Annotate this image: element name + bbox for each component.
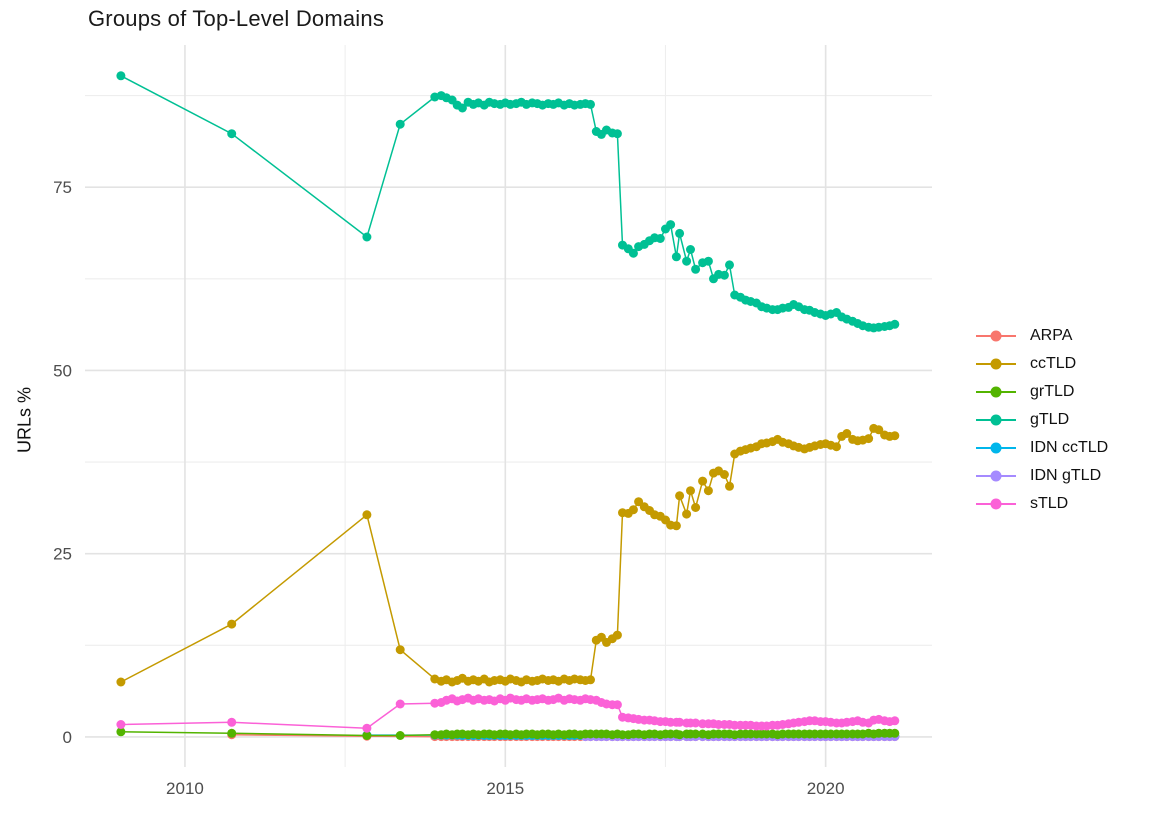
data-point bbox=[691, 718, 701, 728]
legend-key-icon bbox=[976, 386, 1016, 398]
data-point bbox=[874, 425, 884, 435]
data-point bbox=[725, 481, 734, 491]
data-point bbox=[666, 220, 676, 230]
data-point bbox=[227, 728, 237, 738]
legend-key-icon bbox=[976, 330, 1016, 342]
data-point bbox=[832, 442, 841, 452]
data-point bbox=[116, 71, 126, 81]
data-point bbox=[864, 434, 874, 444]
data-point bbox=[395, 645, 405, 655]
data-point bbox=[682, 256, 692, 266]
series-line bbox=[120, 427, 895, 683]
legend: ARPA ccTLD grTLD gTLD IDN ccTLD IDN gTLD sTLD bbox=[976, 322, 1108, 518]
data-point bbox=[430, 730, 440, 740]
series-sTLD bbox=[116, 693, 900, 733]
data-point bbox=[116, 727, 126, 737]
data-point bbox=[675, 717, 685, 727]
data-point bbox=[227, 717, 237, 727]
data-point bbox=[628, 505, 638, 515]
y-tick-label: 0 bbox=[63, 728, 72, 747]
legend-item-grTLD: grTLD bbox=[976, 378, 1108, 406]
data-point bbox=[675, 228, 685, 238]
data-point bbox=[890, 728, 900, 738]
data-point bbox=[675, 730, 685, 740]
data-point bbox=[362, 510, 372, 520]
data-point bbox=[227, 129, 237, 139]
data-point bbox=[457, 103, 467, 113]
data-point bbox=[586, 99, 595, 109]
x-tick-label: 2020 bbox=[807, 779, 845, 798]
legend-key-icon bbox=[976, 470, 1016, 482]
legend-label: sTLD bbox=[1030, 495, 1069, 512]
data-point bbox=[691, 503, 701, 512]
data-point bbox=[395, 731, 405, 740]
series-line bbox=[120, 75, 895, 329]
legend-key-icon bbox=[976, 498, 1016, 510]
data-point bbox=[691, 264, 701, 274]
legend-item-ccTLD: ccTLD bbox=[976, 350, 1108, 378]
legend-label: gTLD bbox=[1030, 411, 1070, 428]
legend-label: ccTLD bbox=[1030, 355, 1077, 372]
data-point bbox=[362, 232, 372, 242]
data-point bbox=[890, 319, 900, 329]
legend-item-IDN-ccTLD: IDN ccTLD bbox=[976, 434, 1108, 462]
legend-label: IDN gTLD bbox=[1030, 467, 1102, 484]
data-point bbox=[612, 129, 622, 139]
data-point bbox=[703, 256, 713, 266]
y-tick-label: 25 bbox=[53, 545, 72, 564]
legend-key-icon bbox=[976, 414, 1016, 426]
y-tick-label: 75 bbox=[53, 178, 72, 197]
legend-key-icon bbox=[976, 442, 1016, 454]
series-ccTLD bbox=[116, 423, 900, 687]
data-point bbox=[362, 723, 372, 733]
data-point bbox=[686, 486, 695, 496]
data-point bbox=[362, 731, 372, 740]
data-point bbox=[698, 476, 708, 486]
x-tick-label: 2010 bbox=[166, 779, 204, 798]
legend-key-icon bbox=[976, 358, 1016, 370]
data-point bbox=[612, 630, 622, 640]
y-tick-label: 50 bbox=[53, 361, 72, 380]
data-point bbox=[691, 729, 701, 739]
x-tick-label: 2015 bbox=[486, 779, 524, 798]
data-point bbox=[725, 260, 734, 270]
data-point bbox=[227, 619, 237, 629]
data-point bbox=[890, 431, 900, 441]
legend-item-ARPA: ARPA bbox=[976, 322, 1108, 350]
data-point bbox=[719, 470, 729, 479]
data-point bbox=[655, 234, 665, 243]
data-point bbox=[116, 720, 126, 729]
legend-item-IDN-gTLD: IDN gTLD bbox=[976, 462, 1108, 490]
series-grTLD bbox=[116, 727, 900, 740]
legend-label: grTLD bbox=[1030, 383, 1075, 400]
data-point bbox=[586, 675, 595, 685]
data-point bbox=[682, 509, 692, 519]
legend-item-gTLD: gTLD bbox=[976, 406, 1108, 434]
data-point bbox=[612, 700, 622, 710]
data-point bbox=[675, 491, 685, 501]
legend-label: ARPA bbox=[1030, 327, 1073, 344]
data-point bbox=[703, 486, 713, 496]
data-point bbox=[686, 245, 695, 254]
data-point bbox=[671, 521, 681, 531]
data-point bbox=[719, 270, 729, 280]
legend-label: IDN ccTLD bbox=[1030, 439, 1109, 456]
series-gTLD bbox=[116, 71, 900, 333]
chart-title: Groups of Top-Level Domains bbox=[88, 6, 385, 31]
legend-item-sTLD: sTLD bbox=[976, 490, 1108, 518]
data-point bbox=[671, 252, 681, 262]
data-point bbox=[116, 677, 126, 687]
data-point bbox=[395, 699, 405, 709]
data-point bbox=[890, 716, 900, 726]
data-point bbox=[395, 119, 405, 129]
data-point bbox=[628, 248, 638, 258]
data-point bbox=[842, 429, 852, 438]
